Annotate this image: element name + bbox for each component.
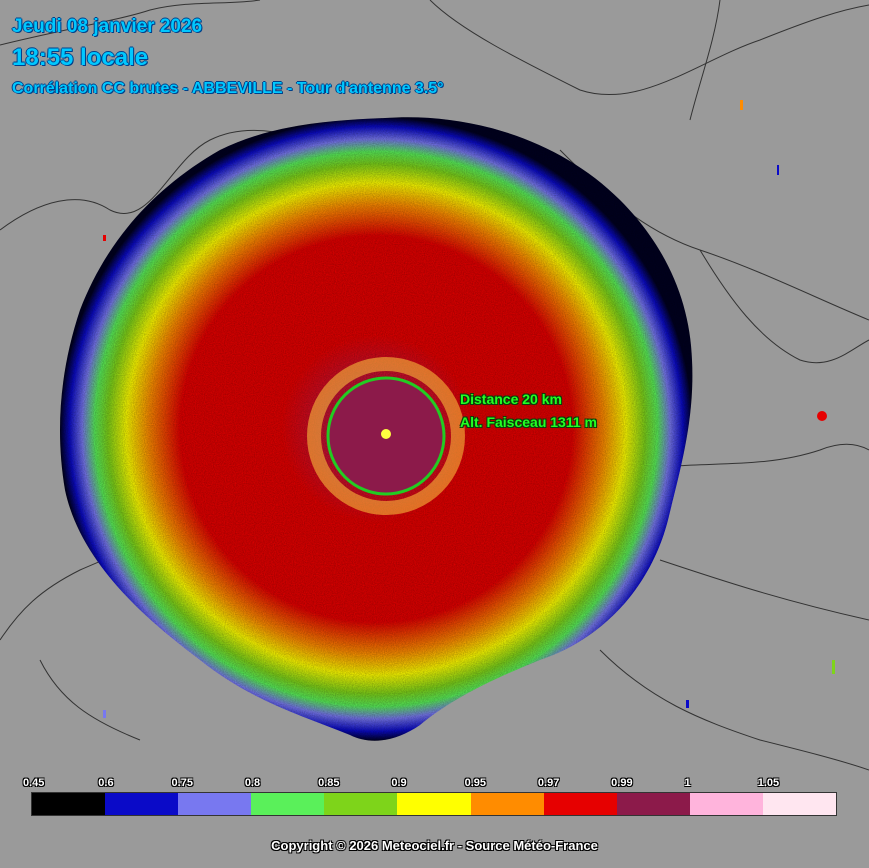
legend-tick-label: 0.8 xyxy=(244,777,261,789)
legend-swatch xyxy=(32,793,106,815)
copyright-footer: Copyright © 2026 Meteociel.fr - Source M… xyxy=(271,838,598,853)
legend-tick-label: 1 xyxy=(684,777,691,789)
legend-swatch xyxy=(689,793,763,815)
legend-swatch xyxy=(105,793,179,815)
range-ring-altitude-label: Alt. Faisceau 1311 m xyxy=(460,414,597,430)
legend-tick-label: 0.6 xyxy=(98,777,114,789)
legend-tick-label: 0.95 xyxy=(464,777,487,789)
radar-site-marker xyxy=(381,429,391,439)
inner-halo xyxy=(307,357,465,515)
legend-swatch xyxy=(251,793,325,815)
range-ring xyxy=(326,376,446,496)
legend-tick-label: 0.99 xyxy=(611,777,633,789)
header-time: 18:55 locale xyxy=(12,44,149,71)
isolated-echoes xyxy=(103,100,835,718)
legend-swatch xyxy=(178,793,252,815)
header-product: Corrélation CC brutes - ABBEVILLE - Tour… xyxy=(12,80,444,97)
color-legend xyxy=(31,792,837,816)
legend-swatch xyxy=(616,793,690,815)
legend-swatch xyxy=(470,793,544,815)
legend-swatch xyxy=(324,793,398,815)
legend-tick-label: 0.9 xyxy=(391,777,407,789)
legend-tick-label: 0.85 xyxy=(318,777,340,789)
legend-swatch xyxy=(762,793,837,815)
legend-swatch xyxy=(397,793,471,815)
header-date: Jeudi 08 janvier 2026 xyxy=(12,16,203,37)
legend-tick-label: 0.45 xyxy=(23,777,45,789)
legend-tick-label: 0.75 xyxy=(171,777,193,789)
legend-swatch xyxy=(543,793,617,815)
legend-tick-label: 0.97 xyxy=(537,777,560,789)
legend-tick-label: 1.05 xyxy=(757,777,780,789)
range-ring-distance-label: Distance 20 km xyxy=(460,391,562,407)
